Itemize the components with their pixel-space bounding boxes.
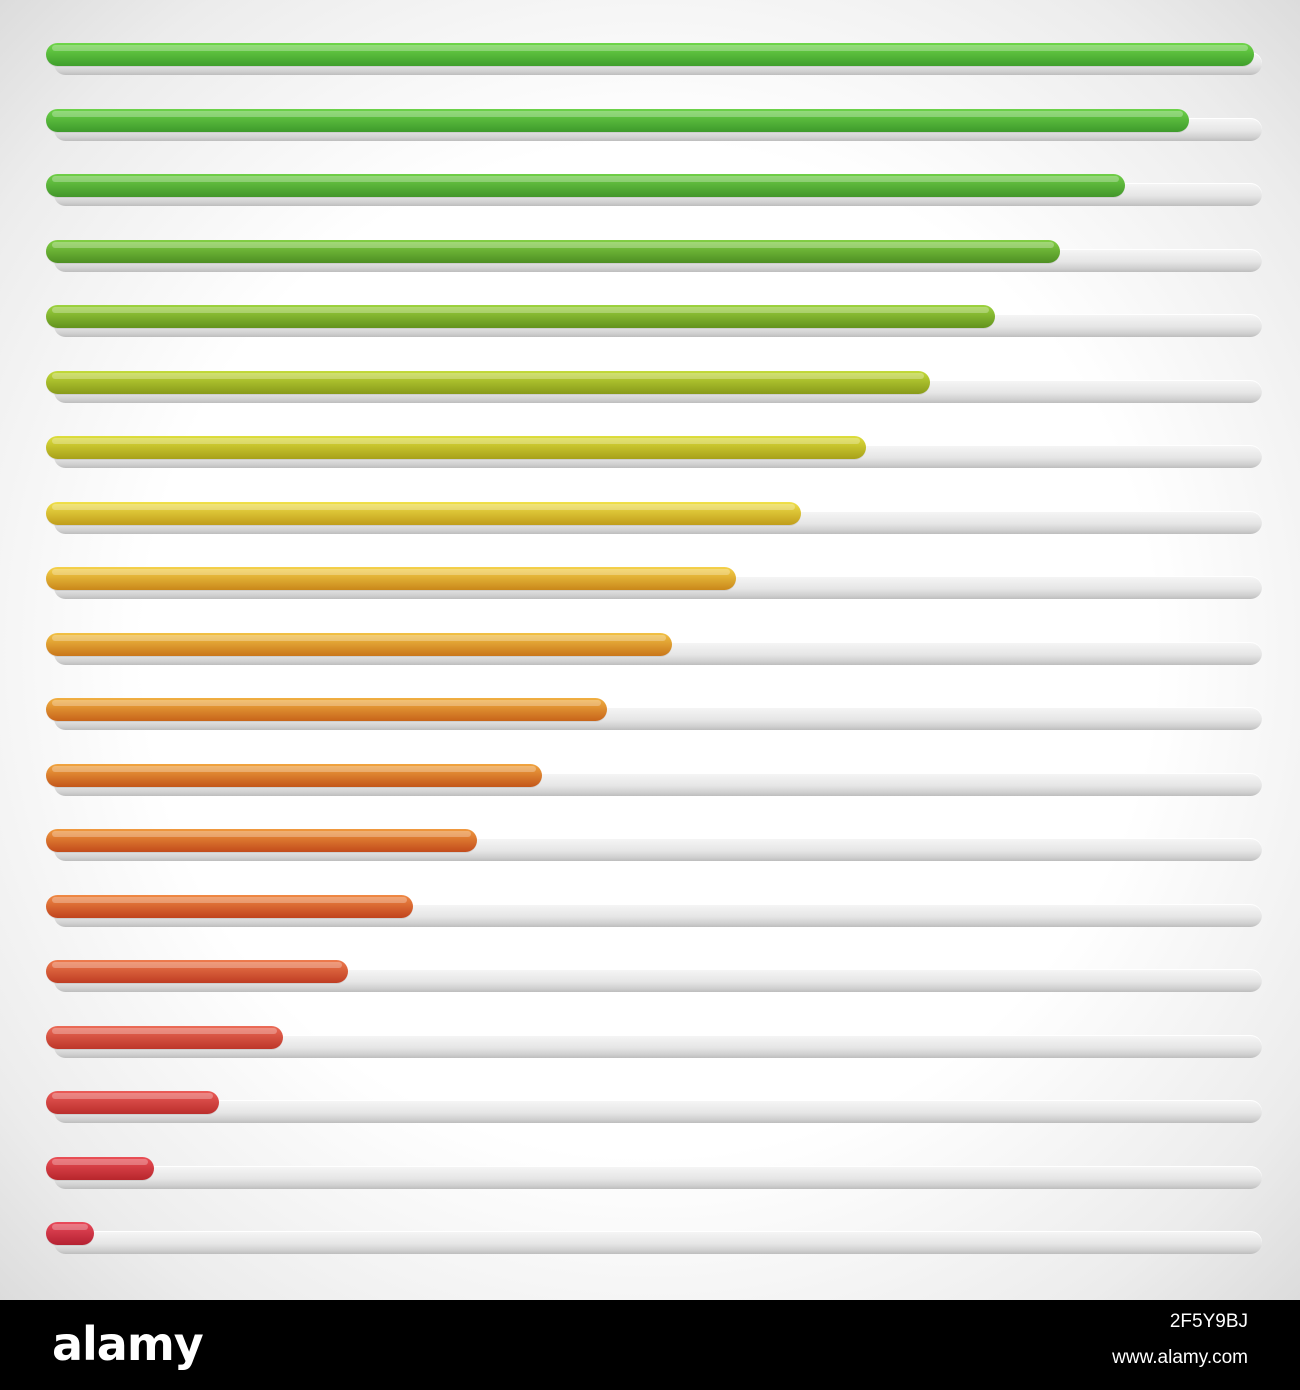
- progress-bar: [46, 698, 1262, 731]
- progress-bar: [46, 240, 1262, 273]
- progress-fill: [46, 829, 477, 852]
- progress-bar: [46, 1222, 1262, 1255]
- progress-fill: [46, 240, 1060, 263]
- progress-bar: [46, 567, 1262, 600]
- watermark-footer: alamy 2F5Y9BJ www.alamy.com: [0, 1300, 1300, 1390]
- progress-fill: [46, 960, 348, 983]
- progress-fill: [46, 371, 930, 394]
- progress-fill: [46, 502, 801, 525]
- progress-fill: [46, 567, 736, 590]
- progress-bar: [46, 43, 1262, 76]
- progress-bar: [46, 895, 1262, 928]
- progress-fill: [46, 43, 1254, 66]
- progress-fill: [46, 895, 413, 918]
- progress-fill: [46, 1157, 154, 1180]
- progress-fill: [46, 1026, 283, 1049]
- progress-bar: [46, 371, 1262, 404]
- progress-bar: [46, 829, 1262, 862]
- progress-track: [54, 1100, 1262, 1123]
- progress-bar: [46, 1026, 1262, 1059]
- progress-bars-canvas: [0, 0, 1300, 1300]
- image-id: 2F5Y9BJ: [1169, 1311, 1248, 1332]
- progress-bar: [46, 764, 1262, 797]
- progress-bar: [46, 436, 1262, 469]
- progress-fill: [46, 174, 1125, 197]
- brand-logo: alamy: [52, 1317, 204, 1371]
- progress-bar: [46, 109, 1262, 142]
- progress-fill: [46, 305, 995, 328]
- progress-bar: [46, 1157, 1262, 1190]
- progress-bar: [46, 305, 1262, 338]
- progress-bar: [46, 1091, 1262, 1124]
- site-url: www.alamy.com: [1112, 1347, 1248, 1368]
- progress-fill: [46, 764, 542, 787]
- progress-bar: [46, 174, 1262, 207]
- progress-fill: [46, 1091, 219, 1114]
- progress-track: [54, 1166, 1262, 1189]
- progress-track: [54, 969, 1262, 992]
- progress-bar: [46, 960, 1262, 993]
- progress-fill: [46, 436, 866, 459]
- progress-bar: [46, 502, 1262, 535]
- progress-track: [54, 1231, 1262, 1254]
- progress-track: [54, 1035, 1262, 1058]
- progress-bar: [46, 633, 1262, 666]
- progress-fill: [46, 1222, 94, 1245]
- progress-fill: [46, 633, 672, 656]
- progress-fill: [46, 109, 1189, 132]
- progress-fill: [46, 698, 607, 721]
